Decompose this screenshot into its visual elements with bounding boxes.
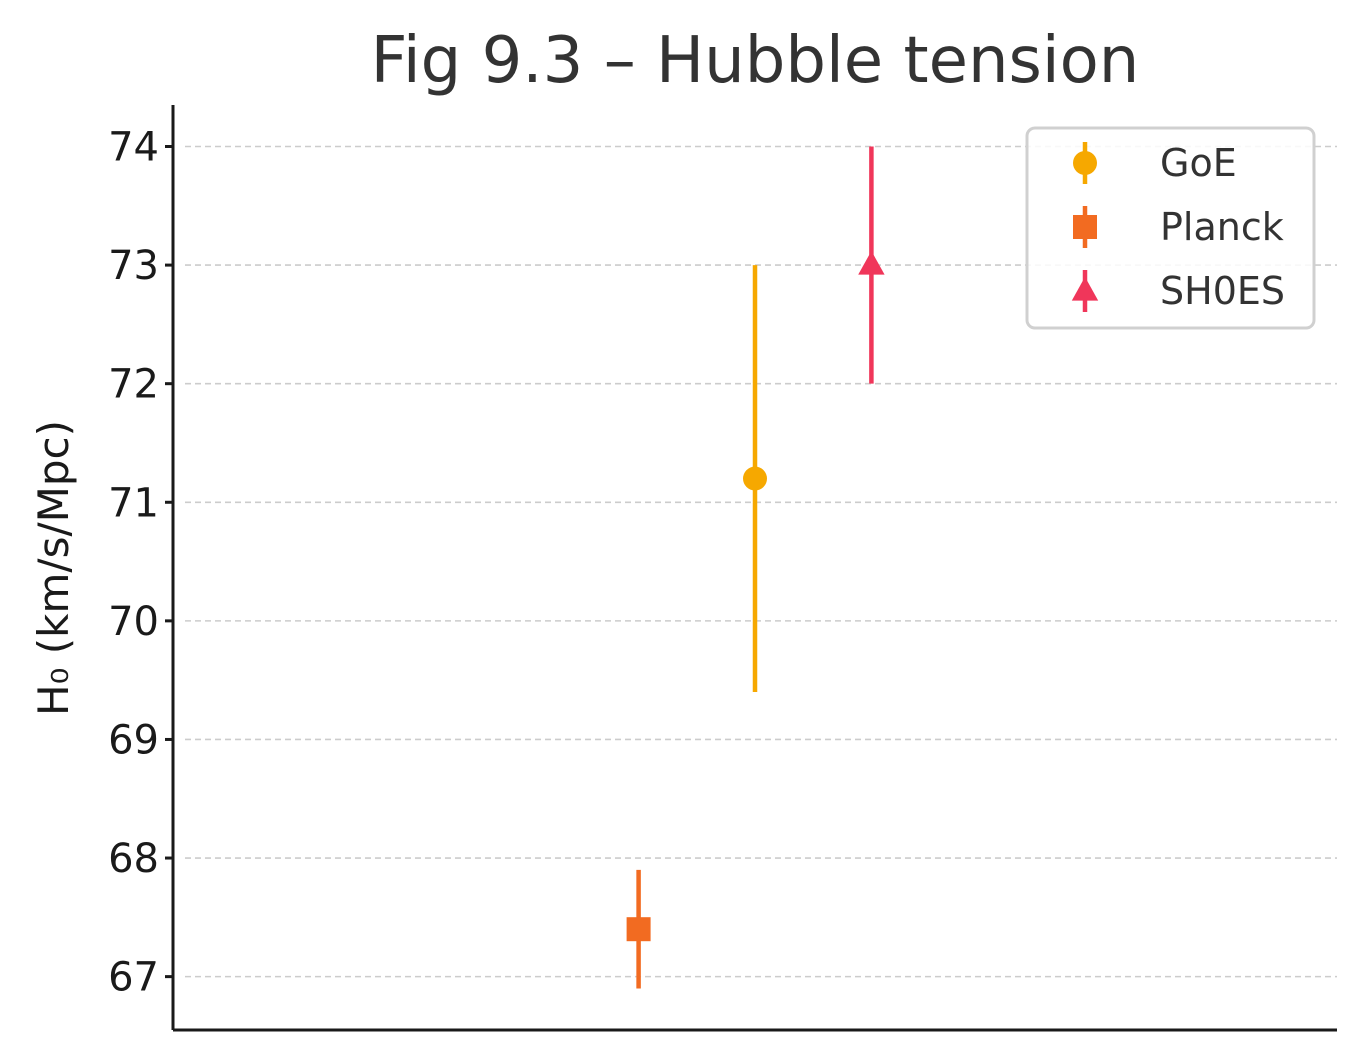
y-tick-label: 69 [108, 717, 159, 763]
data-point-triangle [858, 250, 885, 275]
y-axis-ticks: 67 68 69 70 71 72 73 74 [108, 125, 173, 1001]
data-series [626, 146, 885, 989]
legend-item-planck: Planck [1073, 205, 1284, 249]
y-tick-label: 67 [108, 955, 159, 1001]
y-tick-label: 68 [108, 836, 159, 882]
legend-marker-circle [1073, 151, 1097, 175]
series-planck [626, 869, 651, 989]
axes [171, 105, 1337, 1032]
y-tick-label: 71 [108, 480, 159, 526]
series-sh0es [858, 146, 885, 384]
legend-item-goe: GoE [1073, 141, 1237, 185]
legend-item-sh0es: SH0ES [1071, 269, 1285, 313]
legend-label: Planck [1160, 205, 1284, 249]
chart-title: Fig 9.3 – Hubble tension [371, 24, 1140, 98]
data-point-square [626, 917, 651, 942]
legend-label: SH0ES [1160, 269, 1285, 313]
y-tick-label: 72 [108, 362, 159, 408]
y-axis-label: H₀ (km/s/Mpc) [29, 420, 78, 716]
legend-box [1025, 126, 1316, 330]
grid-lines [185, 145, 1337, 978]
data-point-circle [743, 466, 767, 491]
y-tick-label: 70 [108, 599, 159, 645]
series-goe [743, 265, 767, 693]
legend-marker-triangle [1071, 276, 1099, 301]
legend: GoE Planck SH0ES [1025, 126, 1316, 330]
legend-marker-square [1073, 215, 1097, 239]
legend-label: GoE [1160, 141, 1237, 185]
y-tick-label: 73 [108, 243, 159, 289]
y-tick-label: 74 [108, 125, 159, 171]
